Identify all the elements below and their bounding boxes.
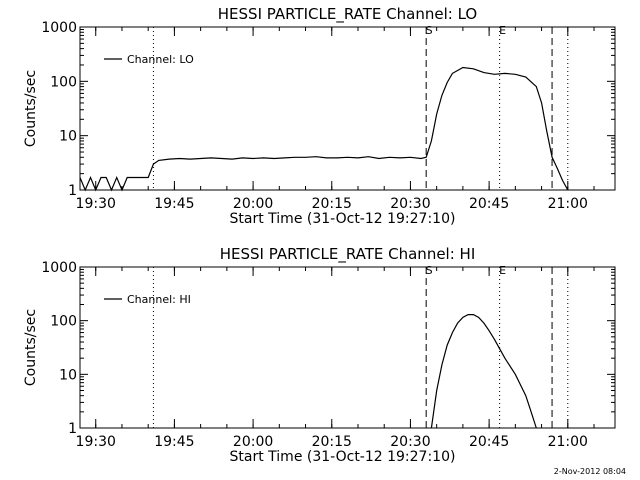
series-line — [79, 66, 569, 192]
x-tick-label: 20:15 — [312, 434, 352, 450]
marker-label: E — [499, 24, 506, 37]
y-tick-label: 1000 — [41, 20, 77, 36]
chart-title: HESSI PARTICLE_RATE Channel: LO — [218, 5, 477, 24]
series-line — [430, 314, 537, 429]
marker-label: S — [426, 264, 433, 277]
chart-hi-panel: HESSI PARTICLE_RATE Channel: HI 1 10 100 100… — [23, 245, 616, 465]
plot-frame — [79, 266, 616, 429]
chart-lo-panel: HESSI PARTICLE_RATE Channel: LO 1 10 100 100… — [23, 5, 616, 227]
marker-label: E — [499, 264, 506, 277]
plot-frame — [79, 26, 616, 191]
x-axis-label: Start Time (31-Oct-12 19:27:10) — [230, 449, 456, 465]
x-tick-label: 21:00 — [548, 196, 588, 212]
y-tick-label: 1 — [68, 183, 77, 199]
x-tick-label: 20:00 — [233, 196, 273, 212]
x-axis-label: Start Time (31-Oct-12 19:27:10) — [230, 211, 456, 227]
x-tick-label: 21:00 — [548, 434, 588, 450]
x-tick-label: 20:45 — [469, 434, 509, 450]
y-axis-label: Counts/sec — [23, 70, 39, 147]
x-tick-label: 20:45 — [469, 196, 509, 212]
chart-title: HESSI PARTICLE_RATE Channel: HI — [220, 245, 476, 264]
marker-label: S — [426, 24, 433, 37]
legend-label: Channel: LO — [127, 53, 194, 66]
x-tick-label: 20:15 — [312, 196, 352, 212]
x-tick-label: 20:30 — [390, 196, 430, 212]
x-tick-label: 19:30 — [76, 434, 116, 450]
x-tick-label: 19:45 — [154, 196, 194, 212]
y-tick-label: 10 — [59, 367, 77, 383]
y-tick-label: 100 — [50, 314, 77, 330]
y-tick-label: 10 — [59, 129, 77, 145]
footer-date: 2-Nov-2012 08:04 — [554, 467, 626, 476]
y-tick-label: 1000 — [41, 260, 77, 276]
y-tick-label: 100 — [50, 74, 77, 90]
y-tick-label: 1 — [68, 421, 77, 437]
legend-label: Channel: HI — [127, 293, 191, 306]
x-tick-label: 20:00 — [233, 434, 273, 450]
x-tick-label: 19:45 — [154, 434, 194, 450]
x-tick-label: 20:30 — [390, 434, 430, 450]
y-axis-label: Counts/sec — [23, 309, 39, 386]
x-tick-label: 19:30 — [76, 196, 116, 212]
